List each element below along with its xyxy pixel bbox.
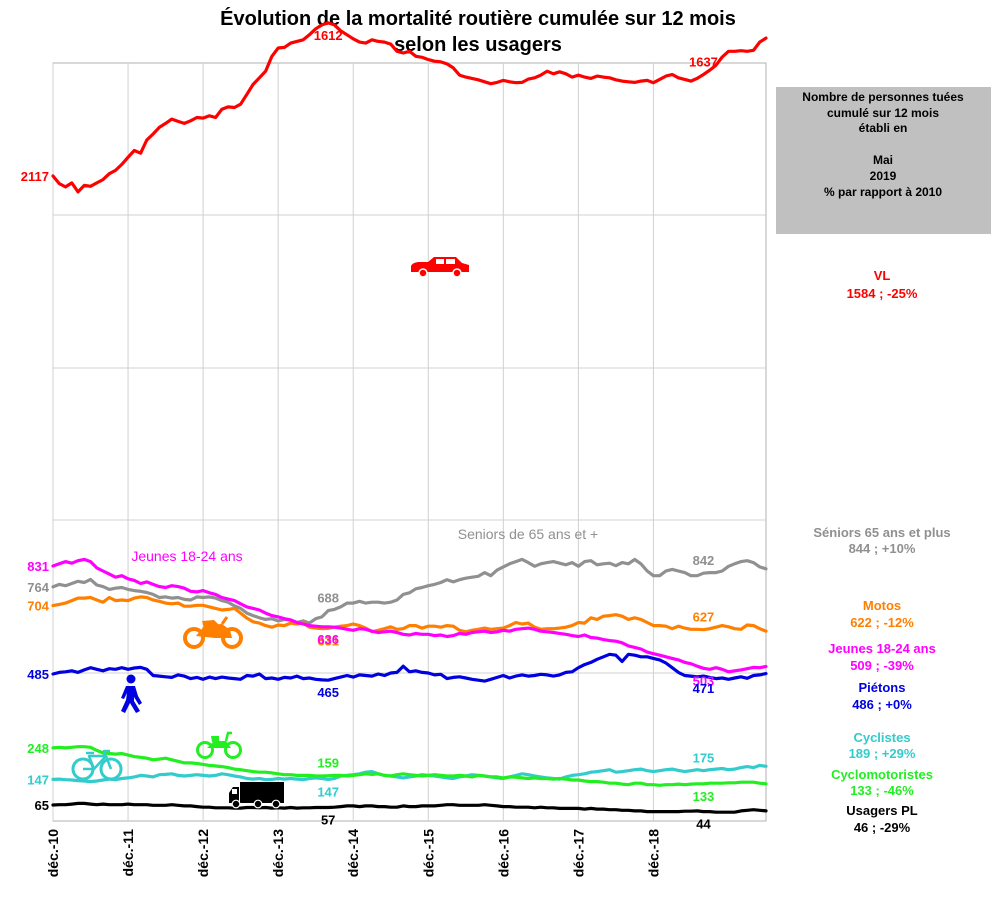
chart-title-line1: Évolution de la mortalité routière cumul… [220,7,736,30]
info-box: Nombre de personnes tuées cumulé sur 12 m… [776,87,991,234]
data-label-cyclomoto: 248 [27,741,49,756]
legend-value-seniors: 844 ; +10% [849,541,916,556]
legend-title-seniors: Séniors 65 ans et plus [813,525,950,540]
data-label-jeunes: 636 [317,632,339,647]
x-tick-label: déc.-15 [420,829,436,877]
legend-value-cyclistes: 189 ; +29% [849,746,916,761]
x-tick-label: déc.-16 [495,829,511,877]
info-box-line: 2019 [870,169,897,183]
data-label-vl: 1637 [689,54,718,69]
data-label-cyclomoto: 159 [317,756,339,771]
legend-title-cyclomoto: Cyclomotoristes [831,767,933,782]
data-label-vl: 1612 [314,28,343,43]
chart-title-line2: selon les usagers [394,34,562,56]
data-label-seniors: 764 [27,580,49,595]
data-label-cyclistes: 175 [693,751,715,766]
info-box-line: établi en [859,121,908,135]
data-label-seniors: 688 [317,591,339,606]
info-box-background [776,87,991,234]
series-line-cyclistes [51,763,768,784]
series-line-motos [51,595,768,634]
info-box-text: Nombre de personnes tuées cumulé sur 12 m… [802,90,964,199]
data-label-seniors: 842 [693,553,715,568]
motorcycle-icon [183,616,243,649]
data-label-pl: 57 [321,812,335,827]
data-label-jeunes: 831 [27,559,49,574]
x-axis-ticks: déc.-10 déc.-11 déc.-12 déc.-13 déc.-14 déc.-… [45,829,661,877]
icons-layer [71,257,469,809]
data-label-cyclistes: 147 [27,772,49,787]
data-label-pietons: 485 [27,667,49,682]
data-label-pietons: 465 [317,685,339,700]
truck-icon [229,782,284,809]
annotation-layer: 2117 1612 1637 764 688 842 Seniors de 65 ans e… [21,28,718,832]
legend-value-cyclomoto: 133 ; -46% [850,783,914,798]
series-layer [51,21,768,814]
x-tick-label: déc.-17 [570,829,586,877]
info-box-line: % par rapport à 2010 [824,185,942,199]
data-label-pietons: 471 [693,681,715,696]
legend-value-jeunes: 509 ; -39% [850,658,914,673]
series-label-seniors: Seniors de 65 ans et + [458,526,599,542]
data-label-motos: 627 [693,610,715,625]
scooter-icon [196,731,242,759]
legend-title-motos: Motos [863,598,901,613]
legend-title-vl: VL [874,268,891,283]
series-line-jeunes [51,557,768,674]
info-box-line: Nombre de personnes tuées [802,90,964,104]
series-line-pietons [51,652,768,683]
legend-title-cyclistes: Cyclistes [853,730,910,745]
x-tick-label: déc.-11 [120,829,136,877]
data-label-cyclistes: 147 [317,784,339,799]
plot-area [52,62,767,822]
bicycle-icon [71,749,123,781]
series-line-pl [51,801,768,814]
info-box-line: cumulé sur 12 mois [827,106,939,120]
series-line-cyclomoto [51,745,768,787]
legend-title-pietons: Piétons [859,680,906,695]
legend-title-jeunes: Jeunes 18-24 ans [828,641,936,656]
x-tick-label: déc.-10 [45,829,61,877]
legend-value-pietons: 486 ; +0% [852,697,912,712]
series-label-jeunes: Jeunes 18-24 ans [131,548,242,564]
data-label-motos: 631 [317,633,339,648]
x-tick-label: déc.-12 [195,829,211,877]
data-label-pl: 44 [696,817,711,832]
series-line-seniors [51,557,768,625]
legend-value-motos: 622 ; -12% [850,615,914,630]
x-tick-label: déc.-13 [270,829,286,877]
legend-value-vl: 1584 ; -25% [847,286,918,301]
legend-title-pl: Usagers PL [846,803,918,818]
legend-value-pl: 46 ; -29% [854,820,911,835]
car-icon [411,257,469,278]
pedestrian-icon [121,674,142,713]
plot-frame [52,62,767,822]
data-label-vl: 2117 [21,169,49,184]
data-label-motos: 704 [27,599,49,614]
data-label-jeunes: 503 [693,673,715,688]
series-line-vl [51,21,768,194]
info-box-line: Mai [873,153,893,167]
x-tick-label: déc.-14 [345,829,361,877]
data-label-pl: 65 [35,798,49,813]
x-tick-label: déc.-18 [645,829,661,877]
data-label-cyclomoto: 133 [693,789,715,804]
